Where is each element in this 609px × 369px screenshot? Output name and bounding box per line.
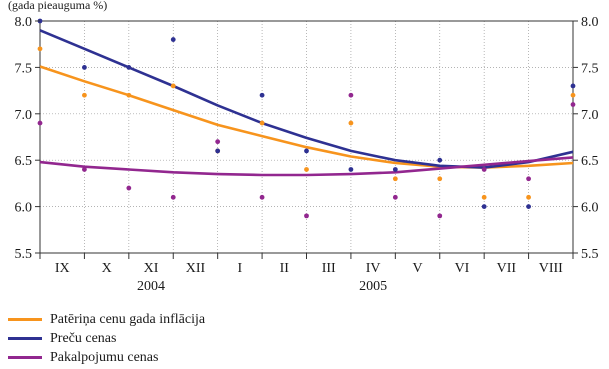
y-tick-label-right: 6.0 <box>581 201 599 216</box>
legend-item-inflation: Patēriņa cenu gada inflācija <box>8 310 205 329</box>
data-point-services <box>570 102 576 107</box>
chart-title: (gada pieauguma %) <box>8 0 107 12</box>
data-point-services <box>392 194 398 200</box>
y-tick-label-left: 6.0 <box>15 201 33 216</box>
y-tick-label-right: 5.5 <box>581 247 599 262</box>
data-point-inflation <box>304 167 309 172</box>
x-tick-label: V <box>412 261 422 276</box>
y-tick-label-right: 7.0 <box>581 108 599 123</box>
legend-label-goods: Preču cenas <box>50 330 117 346</box>
legend-swatch-goods <box>8 337 42 340</box>
y-tick-label-left: 5.5 <box>15 247 33 262</box>
x-tick-label: XII <box>186 261 206 276</box>
data-point-goods <box>82 65 87 70</box>
x-year-label: 2005 <box>359 279 387 294</box>
legend-item-goods: Preču cenas <box>8 329 205 348</box>
trend-line-services <box>39 156 574 177</box>
data-point-inflation <box>82 92 87 98</box>
data-point-goods <box>304 148 309 154</box>
data-point-inflation <box>170 83 176 89</box>
data-point-services <box>170 194 176 200</box>
data-point-goods <box>392 167 398 172</box>
data-point-goods <box>215 148 221 154</box>
x-tick-label: VII <box>497 261 517 276</box>
data-point-inflation <box>348 120 354 126</box>
data-point-services <box>304 213 309 219</box>
data-point-services <box>437 213 443 219</box>
data-point-goods <box>170 37 176 42</box>
data-point-services <box>215 139 221 145</box>
legend-label-inflation: Patēriņa cenu gada inflācija <box>50 311 206 327</box>
legend: Patēriņa cenu gada inflācija Preču cenas… <box>8 310 205 367</box>
data-point-inflation <box>259 120 265 126</box>
data-point-goods <box>126 65 132 70</box>
data-point-inflation <box>37 46 43 52</box>
x-tick-label: IV <box>366 261 381 276</box>
x-tick-label: I <box>238 261 243 276</box>
data-point-inflation <box>437 176 443 182</box>
data-point-goods <box>437 157 443 163</box>
data-points <box>37 18 576 219</box>
data-point-inflation <box>126 92 132 98</box>
data-point-goods <box>348 167 354 172</box>
legend-label-services: Pakalpojumu cenas <box>50 349 159 365</box>
y-tick-label-left: 7.5 <box>15 61 33 76</box>
data-point-goods <box>259 92 265 98</box>
y-tick-label-right: 7.5 <box>581 61 599 76</box>
data-point-services <box>126 185 132 191</box>
legend-swatch-inflation <box>8 318 42 321</box>
x-tick-label: VIII <box>539 261 563 276</box>
x-year-label: 2004 <box>137 279 165 294</box>
data-point-inflation <box>526 194 531 200</box>
x-tick-label: XI <box>144 261 159 276</box>
data-point-goods <box>570 83 576 89</box>
data-point-inflation <box>481 194 487 200</box>
x-tick-label: IX <box>55 261 70 276</box>
y-tick-label-right: 6.5 <box>581 154 599 169</box>
data-point-goods <box>526 204 531 210</box>
data-point-inflation <box>570 92 576 98</box>
legend-item-services: Pakalpojumu cenas <box>8 348 205 367</box>
data-point-inflation <box>392 176 398 182</box>
y-tick-label-left: 6.5 <box>15 154 33 169</box>
axes: 5.5 5.5 6.0 6.0 6.5 6.5 7.0 7.0 7.5 7.5 8.0 8.0 IX X X… <box>15 15 599 294</box>
y-tick-label-left: 7.0 <box>15 108 33 123</box>
x-tick-label: VI <box>455 261 470 276</box>
y-tick-label-right: 8.0 <box>581 15 599 30</box>
x-tick-label: II <box>280 261 290 276</box>
legend-swatch-services <box>8 356 42 359</box>
data-point-services <box>82 167 87 172</box>
chart: (gada pieauguma %) 5.5 5.5 6.0 6.0 6.5 6.5 7.0… <box>8 0 599 294</box>
data-point-services <box>526 176 531 182</box>
x-tick-label: III <box>322 261 336 276</box>
data-point-services <box>348 92 354 98</box>
data-point-goods <box>481 204 487 210</box>
data-point-services <box>481 167 487 172</box>
data-point-services <box>259 194 265 200</box>
data-point-services <box>37 120 43 126</box>
x-tick-label: X <box>102 261 112 276</box>
y-tick-label-left: 8.0 <box>15 15 33 30</box>
